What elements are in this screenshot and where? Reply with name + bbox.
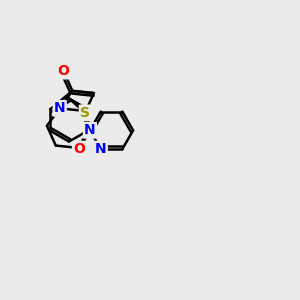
Text: N: N	[95, 142, 106, 156]
Text: S: S	[80, 106, 90, 120]
Text: N: N	[54, 101, 65, 115]
Text: N: N	[84, 123, 96, 137]
Text: O: O	[58, 64, 70, 78]
Text: O: O	[73, 142, 85, 156]
